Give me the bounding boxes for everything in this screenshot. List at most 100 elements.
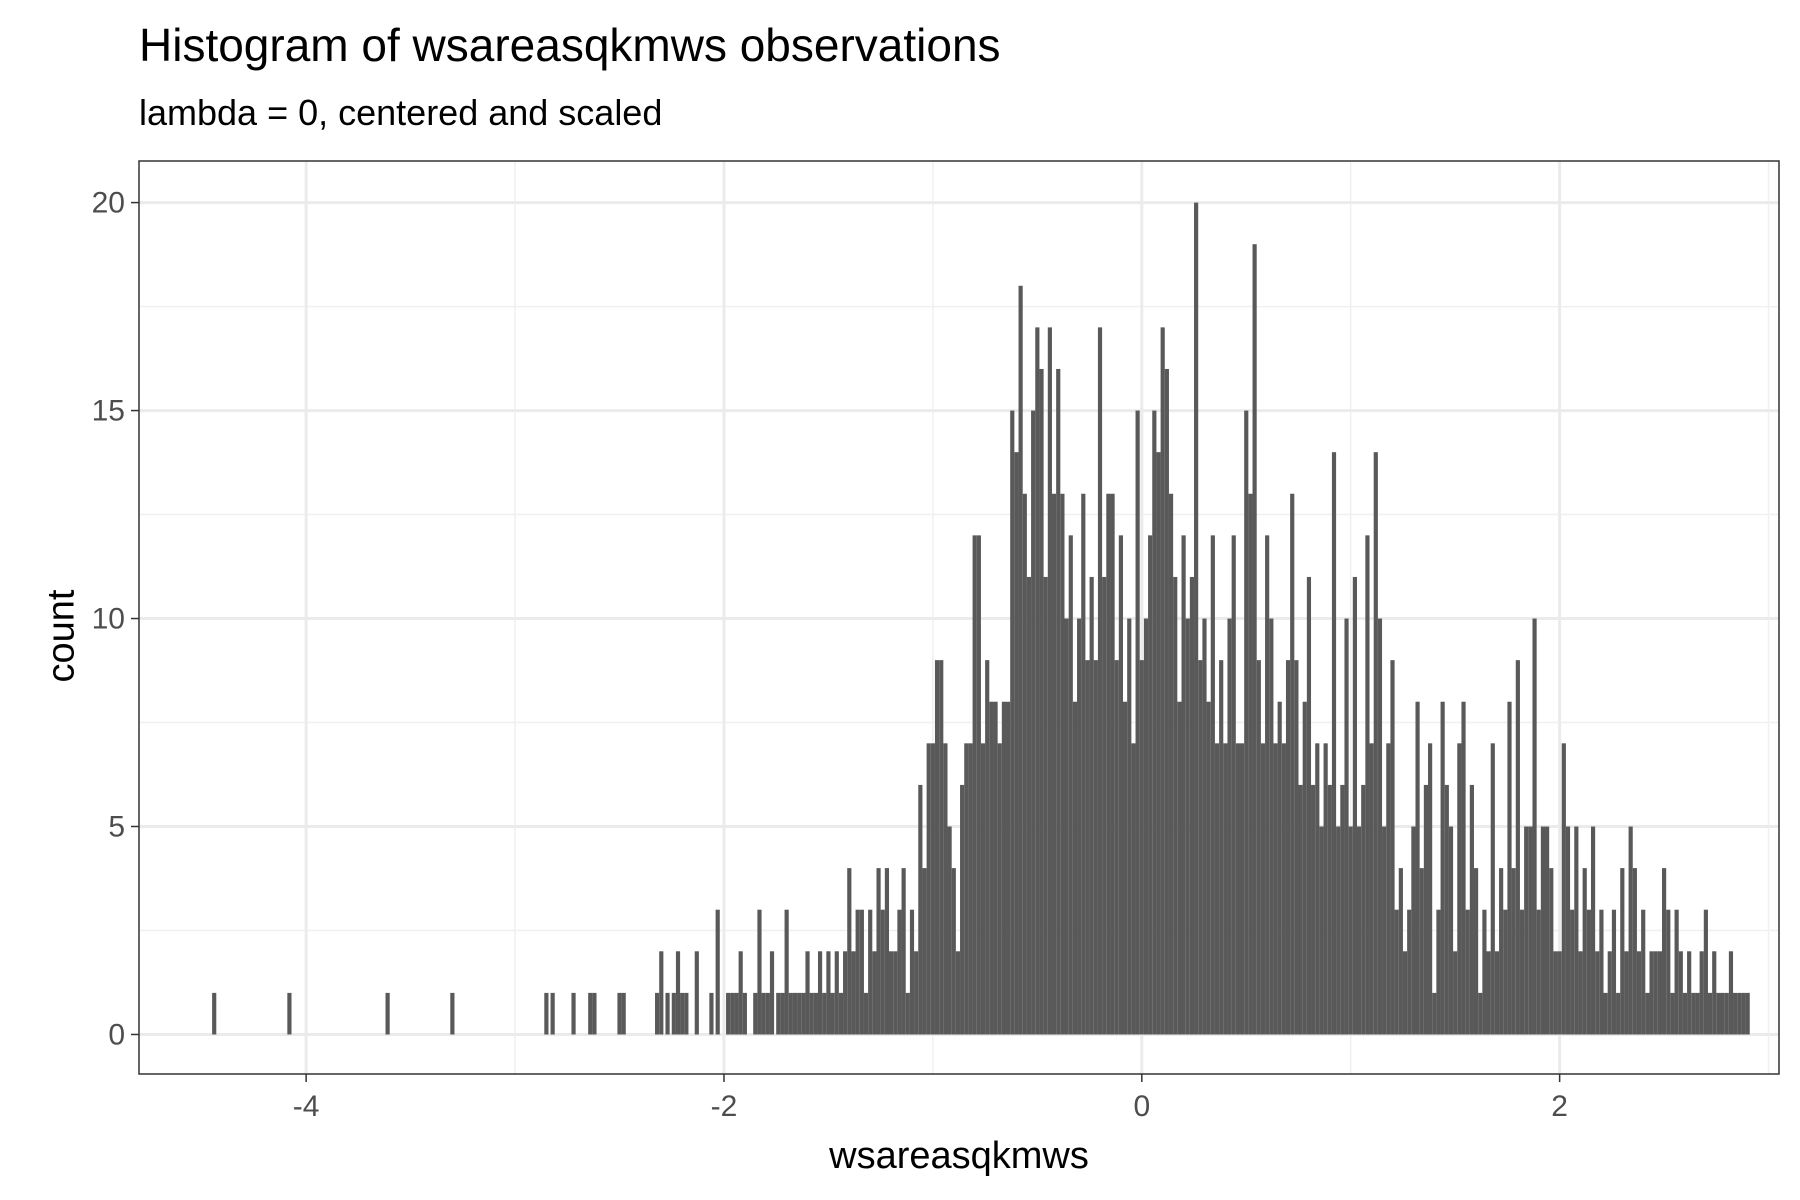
- histogram-bar: [1189, 576, 1195, 1035]
- histogram-bar: [1031, 410, 1036, 1035]
- x-tick-label: -4: [293, 1090, 320, 1123]
- histogram-bar: [980, 743, 986, 1035]
- histogram-bar: [1599, 909, 1604, 1035]
- histogram-bar: [1720, 992, 1725, 1035]
- y-tick-label: 20: [92, 187, 125, 220]
- histogram-bar: [1582, 868, 1587, 1035]
- x-axis-label: wsareasqkmws: [829, 1135, 1089, 1177]
- histogram-bar: [1507, 701, 1512, 1035]
- histogram-bar: [1620, 868, 1625, 1035]
- histogram-bar: [1290, 493, 1295, 1035]
- histogram-bar: [1444, 784, 1449, 1035]
- histogram-bar: [1494, 951, 1500, 1035]
- histogram-bar: [1156, 452, 1161, 1035]
- histogram-bar: [1285, 660, 1291, 1035]
- histogram-bar: [1051, 493, 1057, 1035]
- histogram-bar: [893, 951, 898, 1035]
- histogram-bar: [1545, 826, 1550, 1035]
- histogram-bar: [1411, 826, 1416, 1035]
- histogram-bar: [1712, 951, 1717, 1035]
- histogram-bar: [1026, 576, 1032, 1035]
- histogram-bar: [813, 992, 818, 1035]
- histogram-bar: [1160, 327, 1165, 1035]
- histogram-bar: [1273, 743, 1278, 1035]
- histogram-bar: [897, 909, 902, 1035]
- histogram-bar: [1561, 743, 1566, 1035]
- histogram-bar: [1231, 535, 1236, 1035]
- histogram-bar: [450, 992, 455, 1035]
- histogram-bar: [765, 992, 770, 1035]
- histogram-bar: [822, 992, 827, 1035]
- histogram-bar: [1064, 618, 1069, 1035]
- histogram-bar: [730, 992, 735, 1035]
- histogram-bar: [830, 992, 835, 1035]
- histogram-bar: [993, 701, 998, 1035]
- histogram-bar: [1536, 909, 1541, 1035]
- histogram-bar: [1390, 660, 1395, 1035]
- histogram-bar: [926, 743, 931, 1035]
- histogram-bar: [1499, 868, 1504, 1035]
- histogram-bar: [1277, 701, 1282, 1035]
- histogram-bar: [826, 951, 831, 1035]
- histogram-bar: [1072, 701, 1078, 1035]
- histogram-bar: [1448, 826, 1454, 1035]
- histogram-bar: [1728, 951, 1734, 1035]
- histogram-bar: [1432, 992, 1437, 1035]
- histogram-bar: [1018, 285, 1023, 1035]
- histogram-bar: [1047, 327, 1052, 1035]
- y-axis-ticks: 0 5 10 15 20: [92, 187, 139, 1051]
- histogram-bar: [1202, 618, 1207, 1035]
- histogram-bar: [1519, 909, 1525, 1035]
- histogram-bar: [757, 909, 762, 1035]
- histogram-bar: [287, 992, 292, 1035]
- histogram-bar: [571, 992, 576, 1035]
- histogram-bar: [1707, 992, 1713, 1035]
- histogram-bar: [976, 535, 981, 1035]
- histogram-bar: [788, 992, 793, 1035]
- y-tick-label: 5: [108, 811, 125, 844]
- histogram-bar: [1373, 452, 1378, 1035]
- histogram-bar: [1148, 535, 1153, 1035]
- histogram-bar: [930, 743, 935, 1035]
- histogram-bar: [805, 951, 810, 1035]
- histogram-bar: [1386, 743, 1391, 1035]
- histogram-bar: [1595, 951, 1600, 1035]
- histogram-bar: [694, 951, 699, 1035]
- histogram-bar: [1616, 992, 1621, 1035]
- histogram-bar: [742, 992, 747, 1035]
- histogram-bar: [1377, 618, 1383, 1035]
- histogram-bar: [1699, 951, 1704, 1035]
- histogram-bar: [1198, 660, 1203, 1035]
- histogram-bar: [1557, 951, 1562, 1035]
- histogram-bar: [1574, 826, 1579, 1035]
- histogram-bar: [884, 868, 890, 1035]
- histogram-bar: [1628, 826, 1633, 1035]
- x-tick-label: 0: [1133, 1090, 1150, 1123]
- histogram-bar: [909, 909, 915, 1035]
- histogram-bar: [1407, 909, 1412, 1035]
- histogram-bar: [1035, 327, 1040, 1035]
- histogram-bar: [655, 992, 660, 1035]
- histogram-bar: [780, 992, 785, 1035]
- histogram-bar: [1570, 909, 1575, 1035]
- histogram-bar: [817, 951, 823, 1035]
- histogram-bar: [1356, 826, 1362, 1035]
- histogram-bar: [1093, 660, 1098, 1035]
- histogram-bar: [684, 992, 689, 1035]
- histogram-bar: [1478, 992, 1483, 1035]
- histogram-bar: [918, 784, 923, 1035]
- histogram-bar: [1114, 660, 1119, 1035]
- histogram-bar: [1586, 909, 1591, 1035]
- histogram-bar: [1682, 992, 1688, 1035]
- x-tick-label: -2: [711, 1090, 738, 1123]
- histogram-bar: [939, 660, 944, 1035]
- histogram-bar: [851, 951, 856, 1035]
- histogram-bar: [1336, 826, 1341, 1035]
- histogram-bar: [1402, 951, 1408, 1035]
- histogram-bar: [1553, 951, 1558, 1035]
- histogram-bar: [1001, 701, 1007, 1035]
- histogram-bar: [1632, 868, 1637, 1035]
- histogram-bar: [1365, 535, 1370, 1035]
- histogram-bar: [1670, 992, 1675, 1035]
